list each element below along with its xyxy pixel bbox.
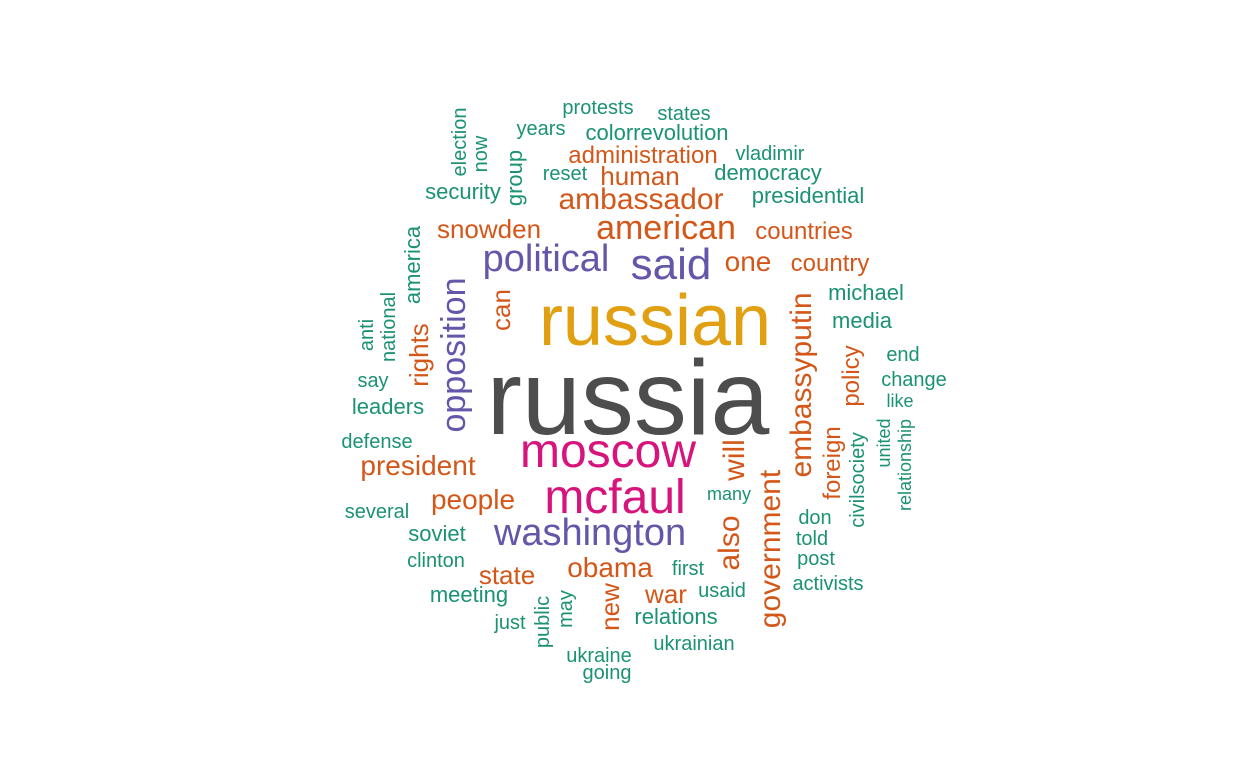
- word-countries: countries: [755, 218, 853, 245]
- word-years: years: [516, 118, 566, 140]
- word-anti: anti: [356, 318, 378, 352]
- word-democracy: democracy: [714, 160, 822, 185]
- word-presidential: presidential: [751, 183, 865, 208]
- word-security: security: [425, 179, 501, 204]
- word-soviet: soviet: [408, 521, 466, 546]
- word-end: end: [886, 344, 920, 366]
- word-leaders: leaders: [351, 394, 425, 419]
- word-country: country: [790, 250, 870, 277]
- word-human: human: [600, 161, 680, 191]
- word-moscow: moscow: [519, 425, 697, 478]
- word-national: national: [378, 291, 400, 363]
- word-american: american: [596, 209, 736, 247]
- word-russian: russian: [538, 281, 772, 361]
- word-relations: relations: [634, 604, 718, 629]
- word-will: will: [718, 439, 751, 481]
- word-civilsociety: civilsociety: [847, 432, 869, 528]
- word-administration: administration: [568, 142, 718, 169]
- word-snowden: snowden: [436, 214, 542, 244]
- word-said: said: [630, 240, 712, 289]
- word-say: say: [357, 370, 389, 392]
- word-policy: policy: [838, 345, 865, 407]
- word-state: state: [478, 560, 536, 590]
- word-russia: russia: [486, 339, 770, 457]
- word-vladimir: vladimir: [735, 143, 805, 165]
- word-change: change: [881, 369, 947, 391]
- word-america: america: [400, 225, 425, 305]
- word-meeting: meeting: [429, 582, 509, 607]
- word-people: people: [430, 484, 516, 515]
- word-many: many: [706, 484, 752, 504]
- word-going: going: [582, 662, 632, 684]
- word-new: new: [595, 583, 625, 631]
- word-election: election: [449, 107, 471, 177]
- word-also: also: [713, 515, 746, 571]
- word-colorrevolution: colorrevolution: [585, 120, 729, 145]
- word-protests: protests: [562, 97, 634, 119]
- word-public: public: [532, 595, 554, 649]
- word-reset: reset: [542, 163, 588, 185]
- word-government: government: [754, 469, 787, 629]
- word-states: states: [657, 103, 711, 125]
- word-foreign: foreign: [819, 426, 846, 500]
- word-war: war: [645, 579, 687, 609]
- word-rights: rights: [404, 323, 434, 387]
- word-ukraine: ukraine: [566, 645, 632, 667]
- word-obama: obama: [567, 552, 653, 583]
- word-washington: washington: [493, 512, 687, 554]
- word-activists: activists: [792, 573, 864, 595]
- word-united: united: [874, 418, 894, 468]
- word-may: may: [555, 590, 577, 628]
- word-opposition: opposition: [435, 277, 473, 433]
- word-defense: defense: [341, 431, 413, 453]
- word-just: just: [494, 612, 526, 634]
- word-embassyputin: embassyputin: [785, 292, 818, 478]
- word-clinton: clinton: [407, 550, 465, 572]
- word-post: post: [797, 548, 835, 570]
- word-like: like: [886, 391, 914, 411]
- word-ukrainian: ukrainian: [653, 633, 735, 655]
- word-now: now: [470, 135, 492, 173]
- word-mcfaul: mcfaul: [544, 471, 686, 524]
- word-group: group: [502, 149, 527, 207]
- word-can: can: [486, 289, 516, 331]
- word-political: political: [482, 238, 610, 280]
- word-told: told: [795, 528, 829, 550]
- word-michael: michael: [828, 280, 904, 305]
- word-don: don: [798, 507, 832, 529]
- word-several: several: [344, 501, 410, 523]
- word-president: president: [360, 450, 476, 481]
- word-usaid: usaid: [698, 580, 746, 602]
- word-relationship: relationship: [895, 418, 915, 512]
- word-first: first: [671, 558, 705, 580]
- word-one: one: [724, 246, 772, 277]
- word-media: media: [832, 308, 892, 333]
- word-ambassador: ambassador: [558, 183, 724, 216]
